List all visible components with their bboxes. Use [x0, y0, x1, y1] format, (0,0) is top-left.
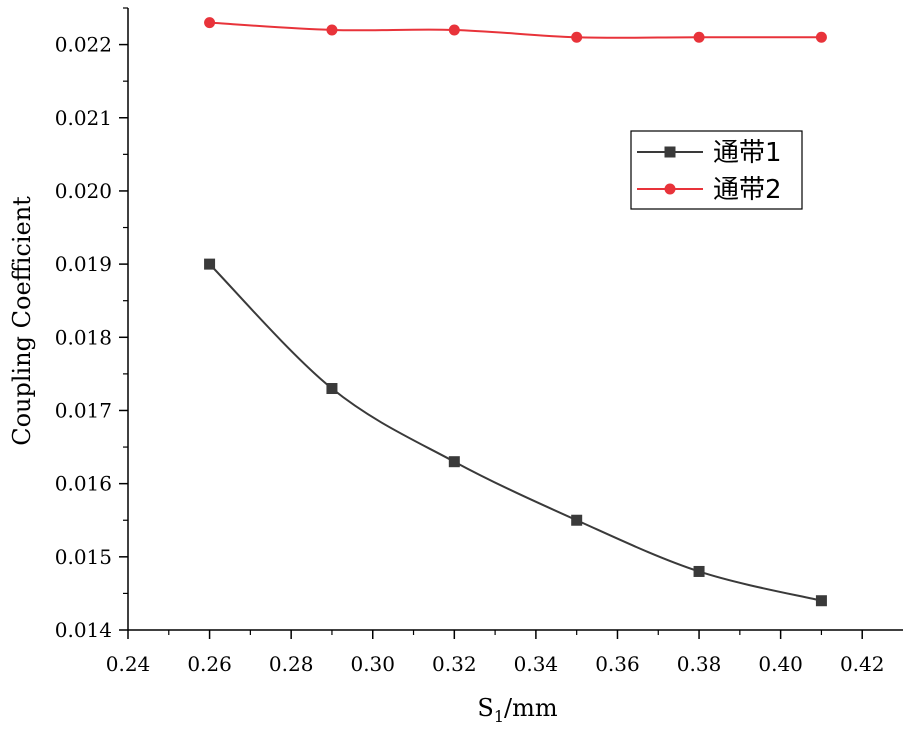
data-point-square	[204, 258, 216, 270]
y-tick-label: 0.020	[55, 179, 112, 203]
series-layer	[204, 17, 827, 607]
series-line	[209, 21, 822, 39]
series-line	[208, 263, 822, 602]
x-tick-label: 0.36	[595, 652, 640, 676]
data-point-square	[571, 514, 583, 526]
x-tick-label: 0.30	[350, 652, 395, 676]
x-axis-title: S1/mm	[477, 694, 557, 726]
data-point-circle	[693, 31, 705, 43]
x-tick-label: 0.34	[514, 652, 559, 676]
legend-marker-circle	[664, 183, 676, 195]
legend-box	[630, 130, 803, 210]
y-tick-label: 0.021	[55, 106, 112, 130]
axes: 0.24 0.26 0.28 0.30 0.32 0.34 0.36 0.38 0.40 0.42…	[55, 7, 903, 676]
x-tick-label: 0.24	[106, 652, 151, 676]
legend-label: 通带1	[713, 138, 782, 168]
data-point-square	[815, 595, 827, 607]
x-tick-label: 0.28	[269, 652, 314, 676]
x-tick-label: 0.40	[758, 652, 803, 676]
data-point-circle	[326, 24, 338, 36]
data-point-circle	[571, 31, 583, 43]
y-tick-label: 0.019	[55, 252, 112, 276]
series-1	[204, 258, 827, 607]
x-axis-title-suffix: /mm	[504, 694, 558, 722]
legend-item: 通带2	[637, 175, 782, 205]
series-2	[204, 17, 827, 43]
data-point-square	[693, 565, 705, 577]
legend-label: 通带2	[713, 175, 782, 205]
x-tick-label: 0.38	[677, 652, 722, 676]
y-tick-label: 0.016	[55, 472, 112, 496]
y-tick-label: 0.014	[55, 618, 112, 642]
y-tick-label: 0.022	[55, 33, 112, 57]
data-point-square	[448, 456, 460, 468]
y-axis-title: Coupling Coefficient	[8, 196, 36, 446]
x-tick-label: 0.32	[432, 652, 477, 676]
x-axis-title-main: S	[477, 694, 493, 722]
x-tick-label: 0.26	[187, 652, 232, 676]
data-point-circle	[815, 31, 827, 43]
y-tick-label: 0.015	[55, 545, 112, 569]
legend-item: 通带1	[637, 138, 782, 168]
data-point-square	[326, 383, 338, 395]
data-point-circle	[448, 24, 460, 36]
data-point-circle	[204, 17, 216, 29]
x-tick-label: 0.42	[840, 652, 885, 676]
y-tick-label: 0.017	[55, 398, 112, 422]
x-axis-title-subscript: 1	[494, 707, 504, 726]
y-tick-label: 0.018	[55, 325, 112, 349]
legend-marker-square	[664, 146, 676, 158]
